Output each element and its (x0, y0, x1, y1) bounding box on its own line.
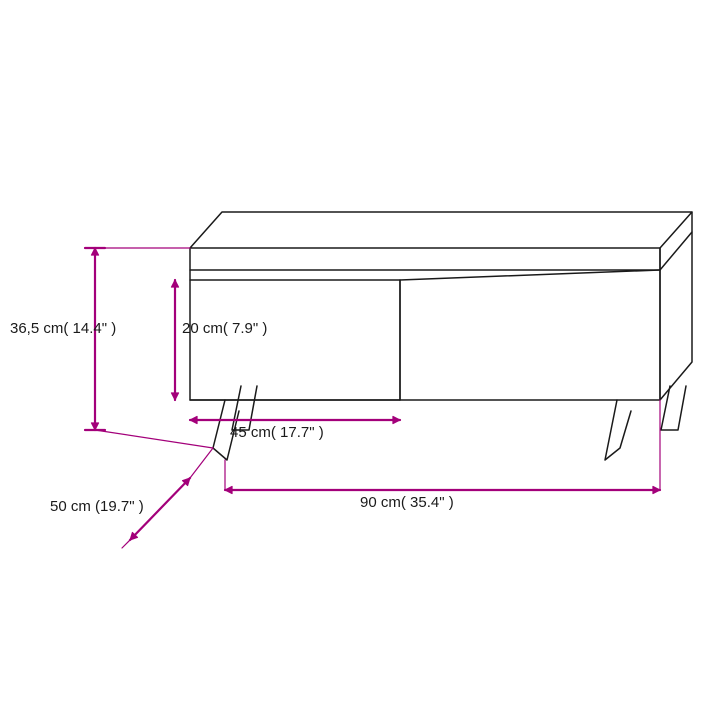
label-width: 90 cm( 35.4" ) (360, 494, 520, 512)
label-drawer-height: 20 cm( 7.9" ) (182, 320, 292, 338)
label-height-total: 36,5 cm( 14.4" ) (10, 320, 80, 338)
dimension-drawing (0, 0, 720, 720)
diagram-stage: 36,5 cm( 14.4" ) 20 cm( 7.9" ) 45 cm( 17… (0, 0, 720, 720)
label-depth: 50 cm (19.7" ) (50, 498, 170, 516)
label-drawer-width: 45 cm( 17.7" ) (230, 424, 390, 442)
